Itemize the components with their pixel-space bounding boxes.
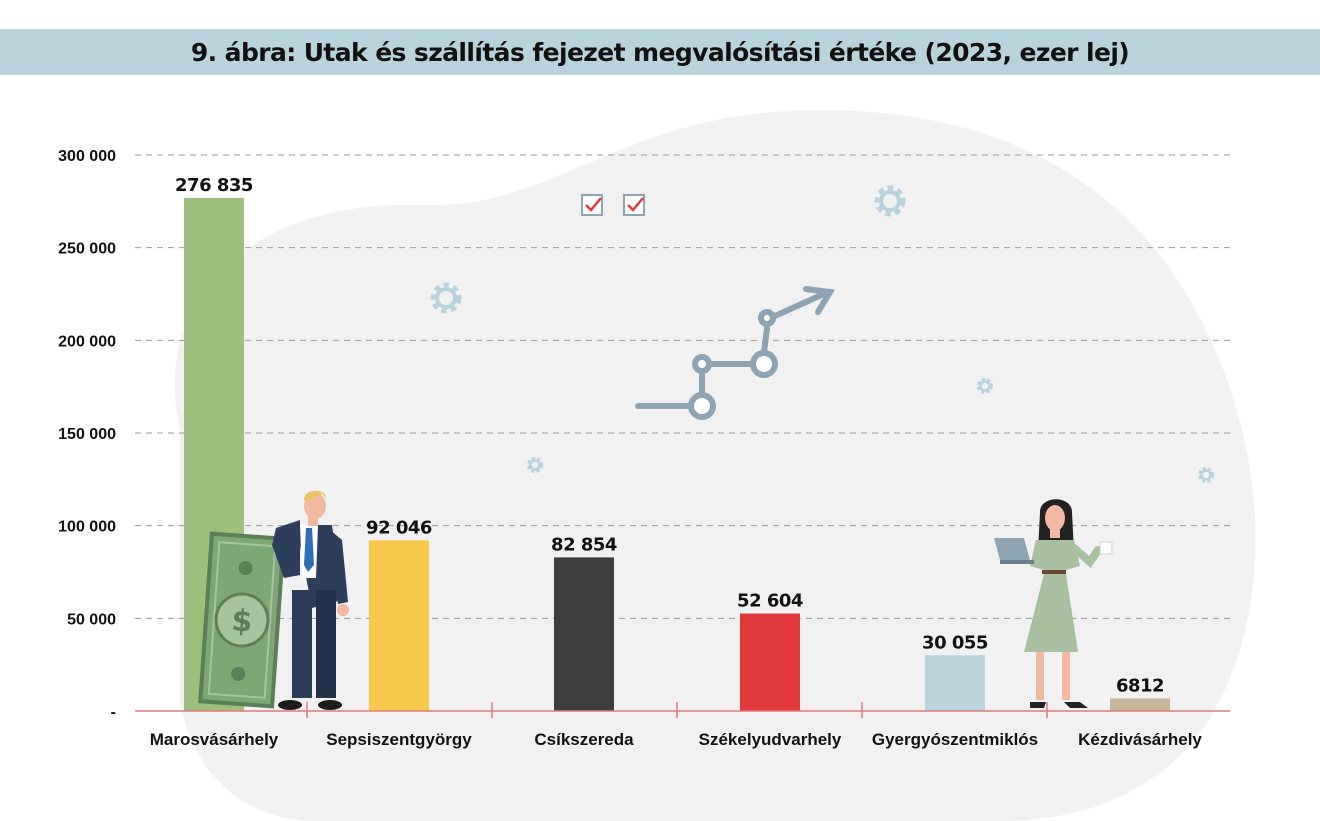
svg-text:$: $ <box>230 603 253 639</box>
bar-value-label: 52 604 <box>737 591 803 612</box>
bar-value-label: 92 046 <box>366 517 432 538</box>
gear-icon <box>1198 467 1214 483</box>
x-category-label: Csíkszereda <box>534 730 634 749</box>
x-category-label: Gyergyószentmiklós <box>872 730 1038 749</box>
y-tick-label: 50 000 <box>67 611 116 628</box>
checkbox-icon <box>581 194 603 216</box>
bar-value-label: 276 835 <box>175 175 253 196</box>
bar-sepsiszentgyörgy <box>369 540 429 711</box>
bar-value-label: 82 854 <box>551 534 617 555</box>
x-category-label: Székelyudvarhely <box>699 730 842 749</box>
bar-value-label: 6812 <box>1116 675 1164 696</box>
bar-gyergyószentmiklós <box>925 655 985 711</box>
x-axis-ticks <box>306 702 1048 718</box>
y-tick-label: 150 000 <box>58 426 116 443</box>
x-category-label: Marosvásárhely <box>150 730 279 749</box>
y-axis-ticks: - 50 000 100 000 150 000 200 000 250 000 300 0… <box>58 148 116 721</box>
gear-icon <box>430 282 462 314</box>
bar-kézdivásárhely <box>1110 698 1170 711</box>
gear-icon <box>874 185 906 217</box>
y-tick-label: 100 000 <box>58 519 116 536</box>
banknote-icon: $ <box>198 531 286 709</box>
bar-székelyudvarhely <box>740 613 800 711</box>
value-labels: 276 835 92 046 82 854 52 604 30 055 6812 <box>175 175 1165 696</box>
gear-icon <box>977 378 993 394</box>
title-band: 9. ábra: Utak és szállítás fejezet megva… <box>0 29 1320 75</box>
bar-value-label: 30 055 <box>922 632 988 653</box>
category-labels: Marosvásárhely Sepsiszentgyörgy Csíkszered… <box>150 730 1203 749</box>
y-tick-label: - <box>111 704 116 721</box>
x-category-label: Sepsiszentgyörgy <box>326 730 472 749</box>
background-blob <box>174 110 1256 821</box>
growth-arrow-icon <box>635 286 835 420</box>
gear-icon <box>527 457 543 473</box>
businessman-figure <box>272 490 349 710</box>
y-tick-label: 250 000 <box>58 241 116 258</box>
y-tick-label: 200 000 <box>58 333 116 350</box>
checkbox-icon <box>623 194 645 216</box>
x-category-label: Kézdivásárhely <box>1078 730 1202 749</box>
y-tick-label: 300 000 <box>58 148 116 165</box>
businesswoman-figure <box>994 499 1113 708</box>
bar-csíkszereda <box>554 557 614 711</box>
chart-title: 9. ábra: Utak és szállítás fejezet megva… <box>190 37 1130 67</box>
